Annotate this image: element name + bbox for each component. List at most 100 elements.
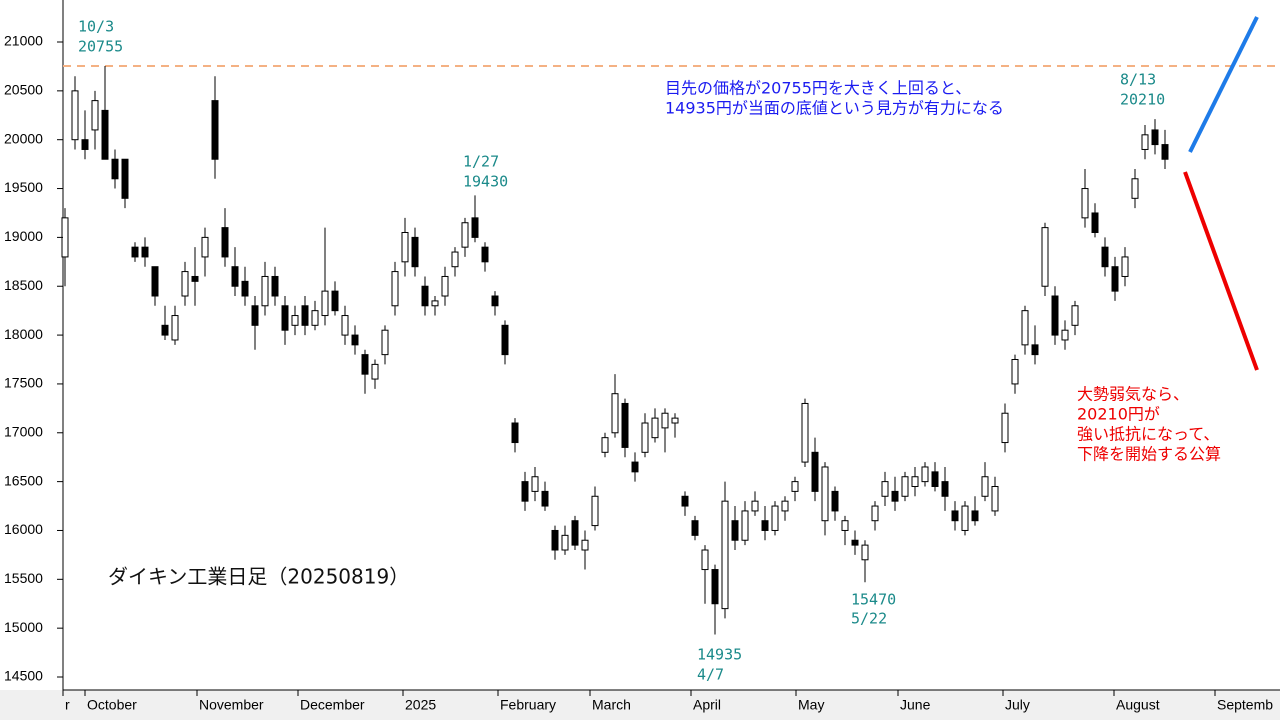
candle-body [301, 305, 309, 326]
candle-body [961, 505, 969, 531]
candle-body [701, 549, 709, 571]
candle-body [361, 354, 369, 375]
candle-body [811, 451, 819, 492]
y-tick-label: 17500 [4, 375, 43, 391]
note: 大勢弱気なら、 [1077, 385, 1189, 404]
candle-body [1051, 295, 1059, 336]
x-tick-label: r [65, 697, 70, 713]
annotation: 20210 [1120, 91, 1165, 109]
candle-body [581, 539, 589, 551]
y-tick-label: 16000 [4, 521, 43, 537]
candle-body [391, 271, 399, 307]
candle-body [131, 246, 139, 258]
annotation: 19430 [463, 173, 508, 191]
annotation: 8/13 [1120, 71, 1156, 89]
candle-body [951, 510, 959, 522]
annotation: 5/22 [851, 610, 887, 628]
candle-body [231, 266, 239, 287]
candle-body [331, 290, 339, 312]
candle-body [1121, 256, 1129, 277]
candle-body [781, 500, 789, 512]
candle-body [521, 481, 529, 502]
candle-body [791, 481, 799, 492]
candle-body [511, 422, 519, 444]
candle-body [551, 529, 559, 551]
candle-body [681, 495, 689, 507]
annotation: 20755 [78, 38, 123, 56]
x-tick-label: June [900, 697, 931, 713]
x-tick-label: December [300, 697, 365, 713]
note: 強い抵抗になって、 [1077, 425, 1219, 444]
candle-body [221, 227, 229, 258]
x-tick-label: July [1005, 697, 1030, 713]
candle-body [1111, 266, 1119, 292]
note: 20210円が [1077, 405, 1160, 424]
candle-body [1011, 359, 1019, 385]
candle-body [891, 490, 899, 502]
candle-body [181, 271, 189, 297]
candle-body [451, 251, 459, 268]
candle-body [91, 100, 99, 131]
candle-body [311, 310, 319, 326]
x-tick-label: 2025 [405, 697, 436, 713]
candle-body [271, 275, 279, 297]
candle-body [141, 246, 149, 258]
y-tick-label: 14500 [4, 668, 43, 684]
note: 14935円が当面の底値という見方が有力になる [665, 99, 1004, 118]
candle-body [731, 520, 739, 541]
candle-body [981, 476, 989, 497]
candle-body [641, 422, 649, 453]
candle-body [81, 139, 89, 150]
x-tick-label: November [199, 697, 264, 713]
candle-body [771, 505, 779, 531]
candle-body [1081, 188, 1089, 219]
x-tick-label: Septemb [1217, 697, 1273, 713]
candle-body [151, 266, 159, 297]
candle-body [991, 486, 999, 512]
candle-body [901, 476, 909, 497]
candle-body [931, 471, 939, 488]
candle-body [201, 236, 209, 258]
candle-body [601, 437, 609, 453]
candle-body [501, 324, 509, 356]
chart-title: ダイキン工業日足（20250819） [108, 565, 409, 589]
x-tick-label: March [592, 697, 631, 713]
candle-body [971, 510, 979, 522]
candle-body [381, 329, 389, 356]
bull-arrow-line [1188, 16, 1259, 153]
annotation: 1/27 [463, 153, 499, 171]
y-tick-label: 16500 [4, 472, 43, 488]
candle-body [421, 285, 429, 307]
candle-body [1091, 212, 1099, 234]
x-tick-label: August [1116, 697, 1160, 713]
candle-body [1151, 129, 1159, 146]
x-tick-label: February [500, 697, 556, 713]
candle-body [871, 505, 879, 522]
candle-body [571, 520, 579, 546]
candle-body [321, 290, 329, 317]
candle-body [1141, 134, 1149, 150]
candle-body [661, 412, 669, 429]
candle-body [1041, 227, 1049, 287]
candle-body [861, 544, 869, 561]
candle-body [941, 481, 949, 497]
candle-body [921, 466, 929, 483]
bear-arrow-line [1183, 171, 1259, 371]
y-tick-label: 20000 [4, 130, 43, 146]
candle-body [251, 305, 259, 326]
candle-body [1021, 310, 1029, 346]
annotation: 15470 [851, 591, 896, 609]
candle-body [1031, 344, 1039, 356]
candle-body [441, 275, 449, 297]
candle-body [211, 100, 219, 160]
candle-body [761, 520, 769, 531]
candle-body [461, 222, 469, 248]
candle-body [651, 417, 659, 439]
candle-body [541, 490, 549, 507]
y-tick-label: 20500 [4, 82, 43, 98]
y-tick-label: 18500 [4, 277, 43, 293]
candle-body [1061, 329, 1069, 341]
y-tick-label: 21000 [4, 33, 43, 49]
